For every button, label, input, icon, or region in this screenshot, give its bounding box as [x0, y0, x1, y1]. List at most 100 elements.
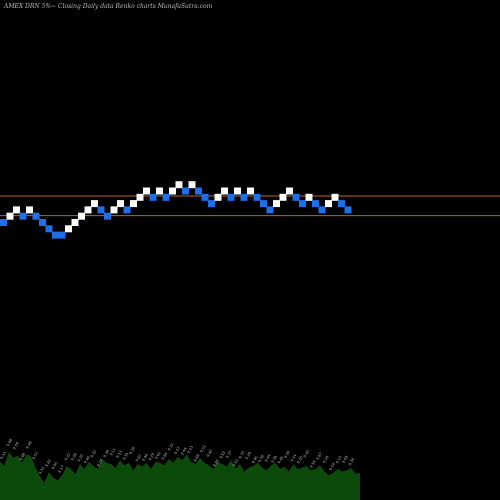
renko-brick-up: [279, 193, 287, 201]
volume-label: 9.17: [57, 465, 64, 474]
renko-brick-up: [13, 206, 20, 214]
volume-label: 9.70: [238, 450, 246, 460]
volume-label: 9.44: [141, 452, 149, 462]
volume-label: 9.59: [258, 454, 266, 464]
renko-brick-up: [175, 181, 183, 189]
volume-label: 9.53: [116, 450, 123, 459]
renko-brick-up: [273, 200, 280, 208]
volume-label: 9.54: [329, 462, 337, 472]
renko-brick-down: [318, 206, 326, 214]
volume-label: 9.39: [128, 446, 136, 456]
volume-label: 9.37: [225, 450, 232, 459]
volume-label: 9.45: [277, 456, 284, 465]
renko-brick-up: [84, 206, 92, 214]
renko-brick-down: [240, 193, 248, 201]
volume-label: 9.46: [83, 455, 91, 465]
renko-brick-down: [344, 206, 352, 214]
volume-label: 9.50: [283, 449, 291, 459]
volume-label: 9.48: [25, 440, 33, 450]
volume-label: 9.55: [219, 451, 226, 460]
renko-brick-down: [253, 193, 261, 201]
volume-label: 9.62: [135, 454, 142, 463]
volume-label: 9.32: [90, 449, 97, 458]
volume-label: 9.59: [12, 441, 20, 451]
renko-brick-down: [208, 200, 215, 208]
renko-brick-down: [39, 219, 46, 226]
renko-brick-up: [221, 187, 228, 195]
renko-brick-up: [305, 193, 313, 201]
renko-brick-down: [58, 231, 66, 239]
volume-label: 9.14: [290, 453, 298, 463]
volume-label: 9.38: [103, 449, 111, 459]
volume-label: 9.09: [341, 454, 349, 464]
renko-brick-down: [338, 200, 345, 208]
renko-brick-up: [156, 187, 163, 195]
renko-brick-up: [65, 225, 72, 233]
volume-label: 9.33: [167, 443, 174, 452]
renko-brick-down: [0, 219, 7, 226]
volume-label: 9.13: [335, 456, 342, 465]
renko-brick-up: [26, 206, 33, 214]
volume-label: 9.26: [322, 454, 330, 464]
renko-brick-up: [130, 200, 137, 208]
renko-brick-down: [97, 206, 105, 214]
renko-brick-up: [286, 187, 293, 195]
volume-label: 9.28: [245, 451, 253, 461]
volume-label: 9.57: [32, 451, 39, 460]
renko-brick-up: [214, 193, 222, 201]
renko-brick-up: [136, 193, 144, 201]
renko-brick-down: [162, 193, 170, 201]
renko-brick-down: [104, 212, 111, 220]
renko-brick-down: [266, 206, 274, 214]
volume-label: 9.43: [303, 449, 310, 458]
renko-brick-down: [182, 187, 189, 195]
renko-brick-up: [234, 187, 241, 195]
volume-label: 9.29: [96, 458, 104, 468]
renko-brick-down: [260, 200, 267, 208]
chart-title: AMEX DRN 5%~ Closing Daily data Renko ch…: [3, 3, 213, 10]
renko-brick-down: [149, 193, 157, 201]
volume-label: 9.23: [187, 445, 194, 454]
renko-brick-down: [292, 193, 300, 201]
renko-brick-down: [123, 206, 131, 214]
volume-label: 9.29: [148, 452, 156, 462]
volume-label: 9.67: [316, 452, 323, 461]
volume-label: 9.05: [51, 461, 58, 470]
volume-label: 9.46: [251, 455, 259, 465]
renko-brick-up: [117, 200, 124, 208]
volume-label: 9.81: [212, 459, 219, 468]
volume-label: 9.44: [264, 453, 272, 463]
volume-label: 9.52: [232, 459, 239, 468]
volume-label: 9.30: [296, 455, 304, 465]
volume-label: 9.61: [154, 451, 161, 460]
renko-brick-up: [169, 187, 176, 195]
renko-brick-down: [45, 225, 53, 233]
renko-brick-up: [188, 181, 196, 189]
volume-label: 9.68: [193, 453, 201, 463]
volume-label: 9.09: [70, 452, 78, 462]
volume-label: 9.31: [38, 466, 45, 475]
volume-label: 9.11: [109, 448, 116, 457]
renko-brick-up: [110, 206, 118, 214]
volume-label: 9.22: [64, 452, 71, 461]
renko-brick-down: [299, 200, 306, 208]
volume-label: 9.44: [180, 446, 188, 456]
renko-brick-down: [195, 187, 202, 195]
volume-area: [0, 451, 360, 500]
renko-brick-up: [247, 187, 254, 195]
volume-label: 9.39: [348, 457, 356, 467]
volume-labels: 9.339.689.599.689.489.579.319.629.059.17…: [0, 438, 356, 475]
renko-brick-up: [6, 212, 14, 220]
volume-label: 9.40: [206, 448, 214, 458]
renko-brick-up: [143, 187, 150, 195]
renko-brick-up: [78, 212, 85, 220]
renko-brick-up: [331, 193, 339, 201]
renko-brick-down: [201, 193, 209, 201]
volume-label: 9.36: [270, 454, 278, 464]
volume-label: 9.56: [309, 459, 317, 469]
volume-label: 9.20: [77, 453, 85, 463]
renko-brick-down: [52, 231, 59, 239]
volume-label: 9.51: [199, 444, 206, 453]
